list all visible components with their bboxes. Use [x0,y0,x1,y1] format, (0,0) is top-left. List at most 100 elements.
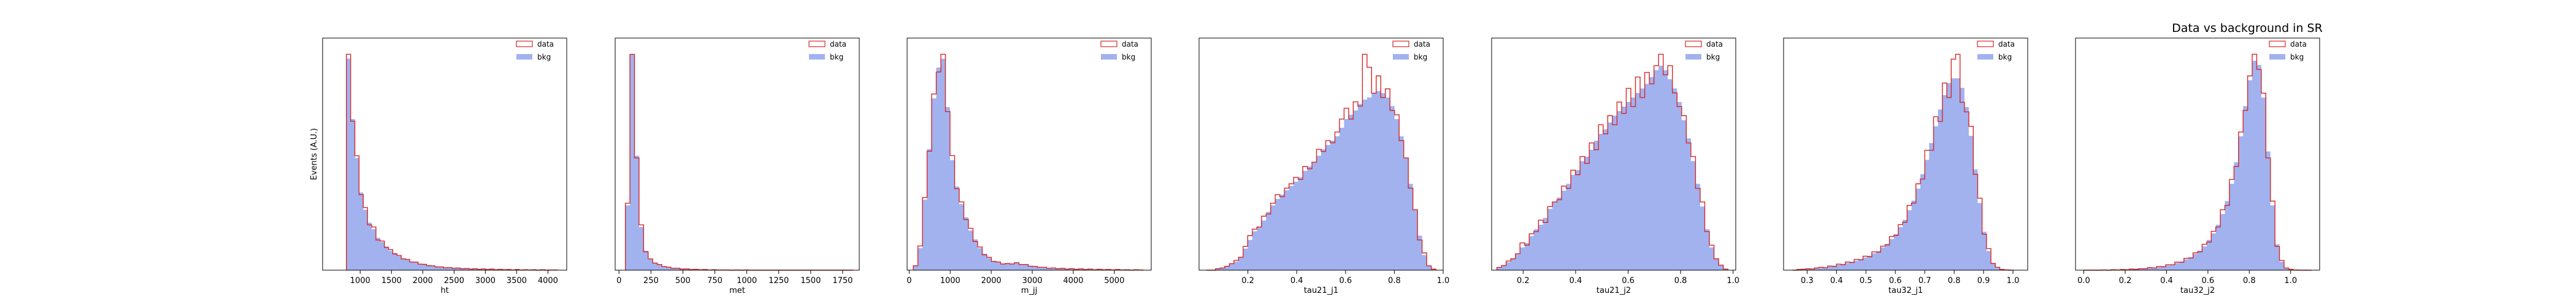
x-axis-label: ht [440,286,448,295]
axes-frame [615,37,860,271]
bkg-histogram [2083,61,2312,271]
x-tick-label: 0.6 [1339,276,1352,286]
x-tick-label: 4000 [1063,276,1083,286]
x-tick-label: 500 [675,276,691,286]
axes-frame [1198,37,1444,271]
x-axis-label: met [729,286,745,295]
panel-2: 0 250 500 750 1000 1250 1500 1750 met data bkg [615,37,860,295]
panel-4: 0.2 0.4 0.6 0.8 1.0 tau21_j1 data bkg [1198,37,1450,295]
bkg-histogram [1792,78,2014,271]
legend-label-data: data [1706,40,1723,49]
legend-swatch-data [1685,41,1702,47]
axes-frame [2075,37,2320,271]
x-tick-label: 250 [643,276,659,286]
bkg-histogram [346,58,558,271]
x-tick-label: 0.2 [1241,276,1254,286]
x-tick-label: 0.4 [1570,276,1582,286]
y-axis-label: Events (A.U.) [310,128,319,181]
legend-label-bkg: bkg [1706,53,1720,61]
legend-label-bkg: bkg [1998,53,2012,61]
x-tick-label: 1750 [832,276,853,286]
x-tick-label: 2000 [981,276,1002,286]
x-tick-label: 0.2 [2119,276,2132,286]
x-tick-label: 1500 [800,276,821,286]
x-tick-label: 3000 [1022,276,1042,286]
panel-5: 0.2 0.4 0.6 0.8 1.0 tau21_j2 data bkg [1491,37,1739,295]
data-histogram [1206,53,1436,271]
legend-swatch-bkg [1393,54,1409,60]
legend-swatch-bkg [1977,54,1993,60]
x-tick-label: 0.6 [1622,276,1635,286]
x-tick-label: 0.4 [2160,276,2173,286]
legend-label-bkg: bkg [1122,53,1135,61]
figure-title: Data vs background in SR [2172,21,2323,35]
axes-frame [322,37,567,271]
x-tick-label: 0.3 [1801,276,1814,286]
x-tick-label: 0.0 [2077,276,2090,286]
bkg-histogram [913,58,1143,271]
x-tick-label: 0.8 [1948,276,1961,286]
bkg-histogram [1206,91,1436,270]
axes-frame [1491,37,1736,271]
x-tick-label: 1250 [769,276,789,286]
x-tick-label: 0.8 [1388,276,1401,286]
x-tick-label: 2500 [444,276,464,286]
x-tick-label: 0.6 [1889,276,1902,286]
legend-swatch-data [1977,41,1994,47]
x-tick-label: 5000 [1104,276,1124,286]
legend-swatch-data [1392,41,1409,47]
legend-label-data: data [1998,40,2015,49]
legend-swatch-bkg [2269,54,2285,60]
x-tick-label: 0 [616,276,621,286]
x-tick-label: 0.4 [1830,276,1843,286]
legend-label-data: data [1122,40,1138,49]
legend-swatch-bkg [1685,54,1701,60]
x-tick-label: 3000 [475,276,496,286]
x-tick-label: 1000 [940,276,960,286]
x-tick-label: 0.7 [1919,276,1931,286]
legend-swatch-data [1100,41,1117,47]
x-axis-label: tau32_j2 [2180,286,2215,295]
x-tick-label: 1.0 [1437,276,1450,286]
x-axis-label: tau32_j1 [1888,286,1923,295]
data-histogram [1792,53,2014,271]
data-histogram [2083,53,2312,271]
x-tick-label: 4000 [538,276,558,286]
x-tick-label: 0.8 [1674,276,1687,286]
legend-label-data: data [2290,40,2307,49]
x-tick-label: 0 [907,276,911,286]
legend-label-data: data [1414,40,1430,49]
x-tick-label: 0.4 [1290,276,1303,286]
panel-3: 0 1000 2000 3000 4000 5000 m_jj data bkg [907,37,1152,295]
legend-label-bkg: bkg [537,53,551,61]
x-tick-label: 1500 [381,276,402,286]
data-histogram [913,53,1144,271]
legend-swatch-bkg [1101,54,1117,60]
x-axis-label: m_jj [1021,286,1037,295]
legend-label-bkg: bkg [2290,53,2304,61]
x-tick-label: 3500 [507,276,527,286]
x-axis-label: tau21_j1 [1304,286,1338,295]
x-tick-label: 1000 [737,276,757,286]
legend-label-bkg: bkg [830,53,843,61]
x-tick-label: 0.8 [2243,276,2256,286]
axes-frame [907,37,1152,271]
data-histogram [1496,53,1728,270]
x-axis-label: tau21_j2 [1597,286,1631,295]
legend-label-data: data [830,40,846,49]
x-tick-label: 750 [707,276,723,286]
legend-swatch-data [516,41,533,47]
x-tick-label: 0.6 [2202,276,2215,286]
legend-swatch-bkg [809,54,825,60]
legend-swatch-bkg [516,54,532,60]
x-tick-label: 1.0 [2007,276,2020,286]
x-tick-label: 0.9 [1977,276,1990,286]
x-tick-label: 2000 [413,276,433,286]
axes-frame [1783,37,2028,271]
x-tick-label: 1.0 [2284,276,2297,286]
bkg-histogram [1497,65,1728,271]
bkg-histogram [625,54,853,271]
panel-6: 0.3 0.4 0.5 0.6 0.7 0.8 0.9 1.0 tau32_j1 data bkg [1783,37,2028,295]
